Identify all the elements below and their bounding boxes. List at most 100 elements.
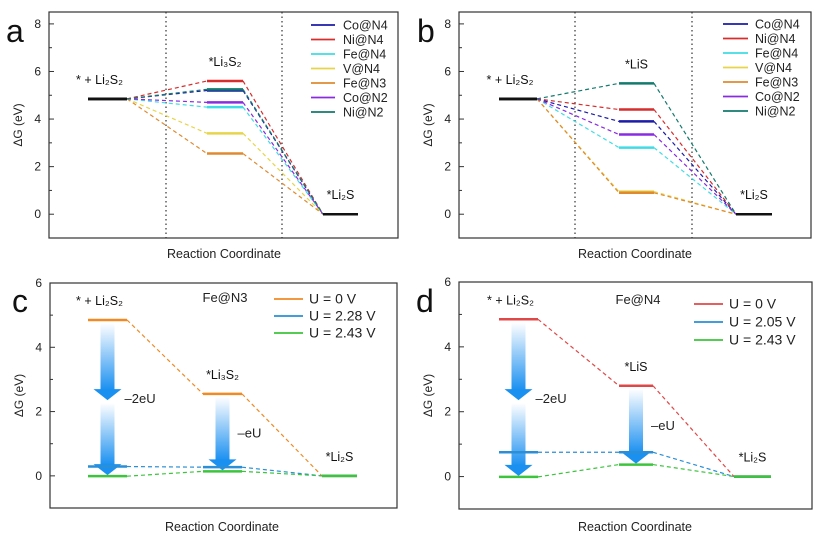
connector-dashed-line xyxy=(126,98,208,134)
y-axis-label: ΔG (eV) xyxy=(421,103,435,146)
arrow-eu-shaft xyxy=(215,396,230,461)
connector-dashed-line xyxy=(652,463,735,478)
y-tick-label: 4 xyxy=(444,112,451,126)
state-label: * + Li₂S₂ xyxy=(76,73,123,87)
y-tick-label: 2 xyxy=(34,160,41,174)
y-tick-label: 6 xyxy=(35,276,42,290)
state-label: * + Li₂S₂ xyxy=(76,294,123,308)
y-axis-label: ΔG (eV) xyxy=(12,374,26,417)
connector-dashed-line xyxy=(126,319,204,395)
y-axis-label: ΔG (eV) xyxy=(421,374,435,417)
arrow-label-2eu: –2eU xyxy=(536,391,567,406)
legend-label: Co@N2 xyxy=(343,91,388,105)
legend-label: U = 2.43 V xyxy=(729,332,796,348)
connector-dashed-line xyxy=(652,385,735,477)
connector-dashed-line xyxy=(126,89,208,100)
legend-label: U = 0 V xyxy=(729,296,777,312)
legend-label: Fe@N3 xyxy=(343,77,386,91)
x-axis-label: Reaction Coordinate xyxy=(578,520,692,534)
connector-dashed-line xyxy=(242,106,324,215)
plot-frame xyxy=(458,281,813,510)
connector-dashed-line xyxy=(242,90,324,215)
state-label: *Li₃S₂ xyxy=(209,55,242,69)
state-label: *Li₂S xyxy=(740,188,768,202)
connector-dashed-line xyxy=(126,465,204,468)
arrow-eu-head xyxy=(622,452,650,464)
legend-label: U = 0 V xyxy=(309,291,357,307)
connector-dashed-line xyxy=(536,98,620,136)
legend-label: Ni@N2 xyxy=(755,105,796,119)
legend-label: Fe@N4 xyxy=(343,48,386,62)
state-label: * + Li₂S₂ xyxy=(487,293,534,307)
y-tick-label: 4 xyxy=(34,112,41,126)
system-title: Fe@N3 xyxy=(203,290,248,305)
state-label: *LiS xyxy=(625,57,648,71)
connector-dashed-line xyxy=(537,318,620,387)
connector-dashed-line xyxy=(242,88,324,215)
connector-dashed-line xyxy=(536,98,620,193)
arrow-eu-head xyxy=(208,459,237,471)
connector-dashed-line xyxy=(536,98,620,123)
connector-dashed-line xyxy=(242,102,324,215)
y-tick-label: 0 xyxy=(35,469,42,483)
legend-label: U = 2.28 V xyxy=(309,308,376,324)
y-tick-label: 8 xyxy=(34,17,41,31)
connector-dashed-line xyxy=(536,82,620,100)
y-tick-label: 4 xyxy=(35,340,42,354)
y-tick-label: 6 xyxy=(34,64,41,78)
legend-label: Co@N4 xyxy=(755,18,800,32)
arrow-2eu-upper-head xyxy=(93,389,122,401)
plot-frame xyxy=(48,11,399,239)
connector-dashed-line xyxy=(241,466,323,477)
panel-letter: a xyxy=(6,13,24,49)
y-tick-label: 2 xyxy=(35,405,42,419)
connector-dashed-line xyxy=(126,80,208,100)
y-tick-label: 4 xyxy=(444,340,451,354)
connector-dashed-line xyxy=(126,88,208,100)
legend-label: U = 2.05 V xyxy=(729,314,796,330)
panel-d-chart: 0 2 4 6 ΔG (eV) Reaction Coordinate d Fe@N4 –2eU… xyxy=(416,275,813,534)
state-label: *Li₂S xyxy=(326,450,354,464)
connector-dashed-line xyxy=(126,98,208,108)
panel-letter: d xyxy=(416,283,434,319)
legend-label: Ni@N4 xyxy=(343,33,384,47)
y-tick-label: 6 xyxy=(444,64,451,78)
state-label: * + Li₂S₂ xyxy=(487,73,534,87)
legend-label: V@N4 xyxy=(755,61,792,75)
connector-dashed-line xyxy=(126,98,208,103)
legend-label: Ni@N2 xyxy=(343,106,384,120)
arrow-2eu-upper-shaft xyxy=(100,322,115,391)
arrow-label-eu: –eU xyxy=(238,426,262,441)
connector-dashed-line xyxy=(653,83,737,215)
y-axis-label: ΔG (eV) xyxy=(11,103,25,146)
system-title: Fe@N4 xyxy=(616,292,661,307)
arrow-label-eu: –eU xyxy=(651,418,675,433)
connector-dashed-line xyxy=(126,98,208,155)
arrow-2eu-upper-head xyxy=(504,389,533,401)
connector-dashed-line xyxy=(242,80,324,215)
legend-label: Co@N2 xyxy=(755,90,800,104)
y-tick-label: 6 xyxy=(444,275,451,289)
x-axis-label: Reaction Coordinate xyxy=(578,247,692,261)
legend-label: U = 2.43 V xyxy=(309,325,376,341)
connector-dashed-line xyxy=(536,98,620,149)
legend-label: Fe@N4 xyxy=(755,47,798,61)
y-tick-label: 0 xyxy=(444,470,451,484)
panel-c-chart: 0 2 4 6 ΔG (eV) Reaction Coordinate c Fe@N3 –2eU… xyxy=(12,276,398,534)
arrow-label-2eu: –2eU xyxy=(125,391,156,406)
arrow-2eu-lower-shaft xyxy=(511,403,526,466)
arrow-2eu-lower-head xyxy=(504,464,533,476)
panel-a-chart: 0 2 4 6 8 ΔG (eV) Reaction Coordinate a * + Li₂S… xyxy=(6,11,399,261)
panel-letter: c xyxy=(12,283,28,319)
legend-label: Co@N4 xyxy=(343,19,388,33)
y-tick-label: 8 xyxy=(444,17,451,31)
panel-letter: b xyxy=(417,13,435,49)
connector-dashed-line xyxy=(126,470,204,477)
connector-dashed-line xyxy=(652,451,735,478)
arrow-eu-shaft xyxy=(629,388,643,454)
connector-dashed-line xyxy=(653,192,737,215)
y-tick-label: 2 xyxy=(444,160,451,174)
legend-label: Fe@N3 xyxy=(755,76,798,90)
connector-dashed-line xyxy=(242,132,324,215)
plot-frame xyxy=(49,282,398,509)
